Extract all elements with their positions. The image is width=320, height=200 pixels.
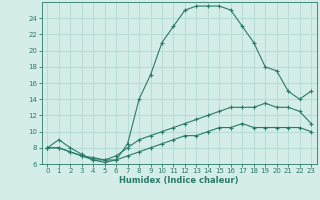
X-axis label: Humidex (Indice chaleur): Humidex (Indice chaleur) [119,176,239,185]
